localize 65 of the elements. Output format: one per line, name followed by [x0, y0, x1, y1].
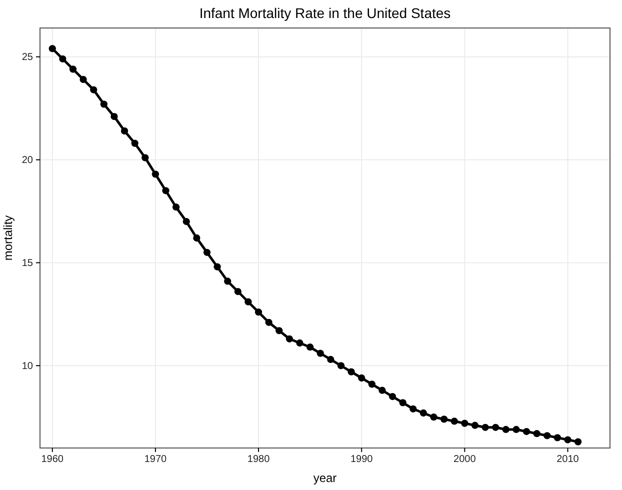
- point: [544, 432, 551, 440]
- point: [420, 409, 428, 417]
- point: [162, 187, 170, 194]
- point: [554, 434, 561, 442]
- point: [378, 386, 386, 394]
- point: [244, 298, 252, 306]
- point: [574, 438, 582, 446]
- point: [286, 335, 294, 342]
- x-tick-label: 2010: [556, 454, 580, 466]
- point: [388, 392, 396, 400]
- point: [193, 234, 200, 242]
- point: [410, 405, 417, 412]
- point: [172, 204, 180, 211]
- point: [440, 416, 448, 423]
- point: [265, 318, 272, 326]
- point: [296, 339, 304, 347]
- point: [471, 422, 479, 429]
- point: [276, 327, 283, 334]
- point: [564, 436, 572, 444]
- point: [131, 140, 138, 147]
- point: [522, 428, 530, 436]
- point: [358, 374, 366, 382]
- point: [430, 414, 438, 421]
- chart-title: Infant Mortality Rate in the United States: [199, 5, 451, 21]
- point: [368, 380, 376, 388]
- point: [337, 362, 345, 370]
- point: [152, 170, 160, 178]
- x-tick-label: 1980: [247, 454, 270, 466]
- point: [224, 278, 232, 285]
- x-tick-label: 1960: [41, 454, 64, 466]
- y-tick-label: 25: [22, 52, 34, 64]
- y-tick-label: 20: [22, 154, 34, 166]
- point: [48, 45, 56, 52]
- y-axis-title: mortality: [1, 215, 15, 261]
- point: [120, 127, 128, 134]
- x-tick-label: 1990: [350, 454, 374, 466]
- y-tick-label: 15: [22, 258, 34, 269]
- point: [450, 418, 458, 425]
- point: [492, 424, 500, 431]
- point: [533, 430, 540, 438]
- point: [69, 66, 77, 73]
- point: [348, 368, 355, 376]
- point: [234, 288, 242, 296]
- point: [100, 100, 108, 108]
- x-tick-label: 2000: [454, 454, 476, 466]
- point: [502, 426, 510, 434]
- point: [142, 154, 149, 162]
- point: [399, 399, 406, 406]
- y-tick-label: 10: [22, 360, 34, 372]
- point: [110, 112, 118, 120]
- point: [512, 426, 520, 434]
- point: [203, 248, 211, 256]
- point: [254, 308, 262, 316]
- point: [182, 218, 190, 226]
- point: [482, 424, 489, 431]
- point: [316, 350, 324, 357]
- x-tick-label: 1970: [144, 454, 168, 466]
- point: [461, 420, 468, 427]
- point: [214, 263, 221, 270]
- x-axis-title: year: [313, 471, 337, 485]
- point: [90, 86, 98, 94]
- point: [80, 76, 87, 84]
- point: [327, 356, 334, 364]
- point: [59, 55, 66, 62]
- point: [306, 344, 314, 351]
